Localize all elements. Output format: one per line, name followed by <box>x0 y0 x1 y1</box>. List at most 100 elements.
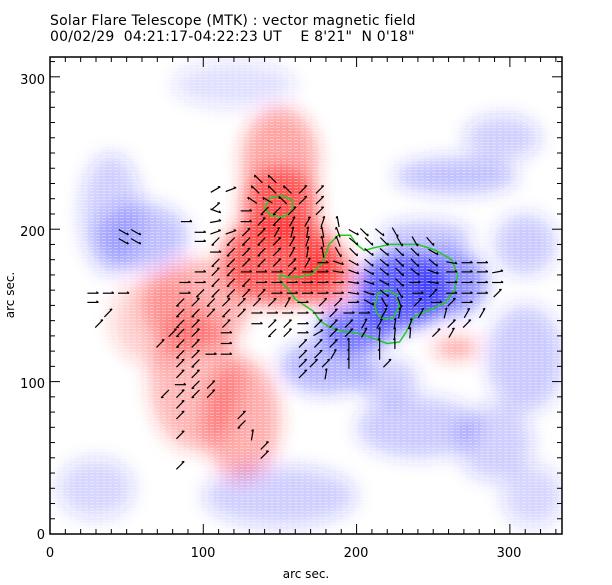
vector-shaft <box>363 299 374 306</box>
field-vector <box>348 228 359 236</box>
field-vector <box>329 308 338 318</box>
field-vector <box>225 186 237 193</box>
field-vector <box>175 369 185 379</box>
vector-shaft <box>226 258 236 268</box>
vector-shaft <box>298 349 308 359</box>
vector-shaft <box>321 226 325 238</box>
field-vector <box>283 319 292 329</box>
field-vector <box>241 288 251 298</box>
plot-area <box>50 57 562 534</box>
vector-head <box>310 280 314 283</box>
vector-shaft <box>267 328 277 338</box>
vector-shaft <box>315 185 325 194</box>
vector-shaft <box>191 389 200 399</box>
field-vector <box>344 328 354 338</box>
vector-head <box>341 270 345 274</box>
field-vector <box>476 291 489 294</box>
field-vector <box>313 339 323 348</box>
field-vector <box>302 269 314 273</box>
field-vector <box>191 328 200 338</box>
vector-shaft <box>348 259 359 267</box>
vector-head <box>335 226 337 230</box>
field-vector <box>210 250 222 253</box>
vector-shaft <box>287 258 297 268</box>
field-vector <box>237 410 246 420</box>
vector-shaft <box>427 281 439 285</box>
field-vector <box>302 280 314 284</box>
field-vector <box>87 300 99 303</box>
vector-shaft <box>324 368 328 380</box>
vector-shaft <box>175 358 185 368</box>
field-vector <box>237 419 246 429</box>
field-vector <box>210 186 221 193</box>
field-vector <box>278 195 288 205</box>
vector-shaft <box>410 258 420 268</box>
vector-head <box>371 263 374 267</box>
vector-shaft <box>272 206 282 216</box>
vector-shaft <box>168 328 177 338</box>
vector-shaft <box>348 237 359 246</box>
vector-head <box>364 318 368 321</box>
field-vector <box>320 246 325 258</box>
vector-shaft <box>226 278 236 287</box>
vector-shaft <box>211 258 220 268</box>
vector-head <box>387 272 389 276</box>
field-vector <box>272 247 282 257</box>
vector-shaft <box>410 267 420 276</box>
vector-head <box>454 261 458 265</box>
field-vector <box>191 297 200 307</box>
vector-head <box>377 326 381 330</box>
field-vector <box>321 358 331 368</box>
field-vector <box>315 185 325 194</box>
field-vector <box>478 307 486 319</box>
vector-head <box>436 252 439 256</box>
vector-shaft <box>417 307 425 319</box>
field-vector <box>241 227 251 237</box>
vector-head <box>218 229 221 231</box>
field-vector <box>364 248 374 257</box>
field-vector <box>379 248 389 257</box>
field-vector <box>175 308 185 318</box>
field-vector <box>320 226 325 238</box>
vector-shaft <box>221 319 231 329</box>
field-vector <box>267 328 277 338</box>
field-vector <box>257 258 266 268</box>
vector-shaft <box>321 235 325 247</box>
vector-head <box>324 368 328 371</box>
field-vector <box>191 349 200 359</box>
vector-shaft <box>395 278 404 287</box>
vector-shaft <box>175 328 185 338</box>
vector-shaft <box>191 298 200 307</box>
vector-shaft <box>206 389 216 399</box>
vector-head <box>470 280 473 283</box>
vector-head <box>247 196 250 200</box>
vector-shaft <box>364 258 374 267</box>
vector-head <box>320 246 323 250</box>
field-vector <box>271 291 283 294</box>
vector-head <box>347 357 350 361</box>
field-vector <box>206 298 216 307</box>
field-vector <box>428 258 438 267</box>
field-vector <box>347 281 360 285</box>
plot-frame <box>49 56 563 535</box>
vector-shaft <box>379 279 390 286</box>
field-vector <box>211 258 220 268</box>
vector-shaft <box>313 329 324 337</box>
vector-shaft <box>329 328 338 338</box>
field-vector <box>417 307 425 319</box>
field-vector <box>179 280 191 284</box>
vector-shaft <box>360 327 368 338</box>
field-vector <box>175 298 185 307</box>
vector-shaft <box>191 339 200 348</box>
vector-head <box>384 307 388 310</box>
field-vector <box>428 288 438 298</box>
vector-shaft <box>206 308 216 318</box>
vector-shaft <box>273 227 281 238</box>
field-vector <box>407 318 413 330</box>
y-tick-label: 0 <box>37 528 45 543</box>
vector-head <box>341 280 345 283</box>
vector-shaft <box>335 226 341 238</box>
vector-head <box>387 282 390 286</box>
vector-head <box>356 291 360 295</box>
